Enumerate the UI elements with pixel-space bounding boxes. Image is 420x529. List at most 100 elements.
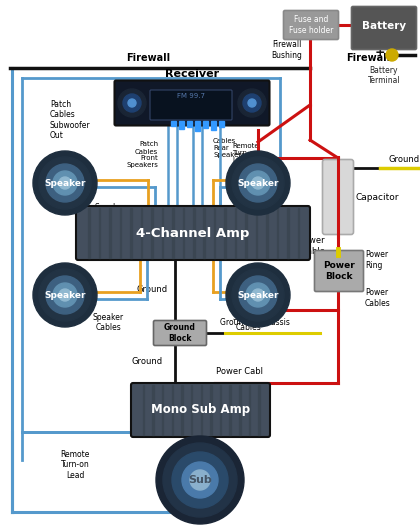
FancyBboxPatch shape: [352, 6, 417, 50]
Bar: [287, 208, 289, 258]
Text: Power
Cable: Power Cable: [299, 236, 325, 256]
Circle shape: [248, 99, 256, 107]
Text: Ground: Ground: [132, 358, 163, 367]
Text: Receiver: Receiver: [165, 69, 219, 79]
Circle shape: [39, 157, 91, 209]
Circle shape: [239, 164, 277, 202]
Text: Speaker
Cables: Speaker Cables: [232, 203, 264, 222]
Text: Speaker: Speaker: [237, 178, 279, 187]
Text: Speaker: Speaker: [44, 178, 86, 187]
Text: Patch
Cables
Front
Speakers: Patch Cables Front Speakers: [126, 141, 158, 169]
FancyBboxPatch shape: [153, 321, 207, 345]
Circle shape: [33, 263, 97, 327]
Circle shape: [46, 276, 84, 314]
Text: Speaker
Cables: Speaker Cables: [232, 313, 264, 332]
Text: Speaker
Cables: Speaker Cables: [92, 313, 123, 332]
Text: FM 99.7: FM 99.7: [177, 93, 205, 99]
Text: Battery
Terminal: Battery Terminal: [368, 66, 400, 85]
Text: Firewall: Firewall: [346, 53, 390, 63]
Bar: [245, 208, 247, 258]
Circle shape: [386, 49, 398, 61]
Bar: [187, 121, 192, 127]
Text: Speaker
Cables: Speaker Cables: [94, 203, 126, 222]
Circle shape: [39, 269, 91, 321]
Bar: [297, 208, 299, 258]
Bar: [172, 208, 173, 258]
Bar: [203, 208, 205, 258]
Bar: [219, 121, 224, 127]
Bar: [191, 385, 192, 435]
Circle shape: [172, 452, 228, 508]
Text: Fuse and
Fuse holder: Fuse and Fuse holder: [289, 15, 333, 35]
Text: Power Cabl: Power Cabl: [216, 367, 263, 376]
Bar: [152, 385, 154, 435]
Text: Ground: Ground: [137, 286, 168, 295]
Bar: [266, 208, 268, 258]
Bar: [249, 385, 250, 435]
Circle shape: [252, 289, 264, 301]
Circle shape: [53, 171, 77, 195]
Text: Battery: Battery: [362, 21, 406, 31]
Bar: [258, 385, 260, 435]
Bar: [210, 385, 212, 435]
Circle shape: [123, 94, 141, 112]
Circle shape: [156, 436, 244, 524]
Text: +: +: [375, 47, 385, 59]
Circle shape: [53, 283, 77, 307]
FancyBboxPatch shape: [115, 80, 270, 125]
Bar: [183, 208, 184, 258]
Bar: [195, 121, 200, 131]
Bar: [211, 121, 216, 130]
Bar: [120, 208, 121, 258]
Text: Speaker: Speaker: [44, 290, 86, 299]
Circle shape: [46, 164, 84, 202]
Bar: [239, 385, 241, 435]
Circle shape: [163, 443, 237, 517]
Text: Remote
Turn-on
Lead: Remote Turn-on Lead: [232, 143, 259, 163]
Text: Firewall: Firewall: [126, 53, 170, 63]
Bar: [171, 121, 176, 126]
Text: Power
Ring: Power Ring: [365, 250, 388, 270]
Bar: [143, 385, 144, 435]
FancyBboxPatch shape: [315, 251, 363, 291]
Circle shape: [59, 177, 71, 189]
Text: Ground to Chassis: Ground to Chassis: [220, 318, 290, 327]
Text: 4-Channel Amp: 4-Channel Amp: [136, 226, 249, 240]
Circle shape: [252, 177, 264, 189]
Bar: [89, 208, 90, 258]
Bar: [151, 208, 153, 258]
FancyBboxPatch shape: [131, 383, 270, 437]
Circle shape: [239, 276, 277, 314]
Circle shape: [118, 89, 146, 117]
Circle shape: [238, 89, 266, 117]
Bar: [109, 208, 111, 258]
Text: Mono Sub Amp: Mono Sub Amp: [151, 404, 250, 416]
Bar: [141, 208, 142, 258]
Circle shape: [190, 470, 210, 490]
Text: Sub: Sub: [188, 475, 212, 485]
Text: Power
Block: Power Block: [323, 261, 355, 281]
Bar: [224, 208, 226, 258]
Text: Ground
Block: Ground Block: [164, 323, 196, 343]
Text: Remote
Turn-on
Lead: Remote Turn-on Lead: [60, 450, 90, 480]
Bar: [235, 208, 236, 258]
Circle shape: [232, 157, 284, 209]
Circle shape: [226, 263, 290, 327]
Circle shape: [33, 151, 97, 215]
Bar: [162, 385, 163, 435]
FancyBboxPatch shape: [323, 160, 354, 234]
Circle shape: [59, 289, 71, 301]
Circle shape: [246, 283, 270, 307]
Text: Firewall
Bushing: Firewall Bushing: [272, 40, 302, 60]
Text: Power
Cables: Power Cables: [365, 288, 391, 308]
Text: Ground: Ground: [389, 155, 420, 164]
FancyBboxPatch shape: [76, 206, 310, 260]
Circle shape: [246, 171, 270, 195]
Bar: [256, 208, 257, 258]
Circle shape: [128, 99, 136, 107]
Text: Capacitor: Capacitor: [356, 193, 399, 202]
Bar: [220, 385, 221, 435]
Circle shape: [226, 151, 290, 215]
Bar: [193, 208, 194, 258]
Circle shape: [232, 269, 284, 321]
